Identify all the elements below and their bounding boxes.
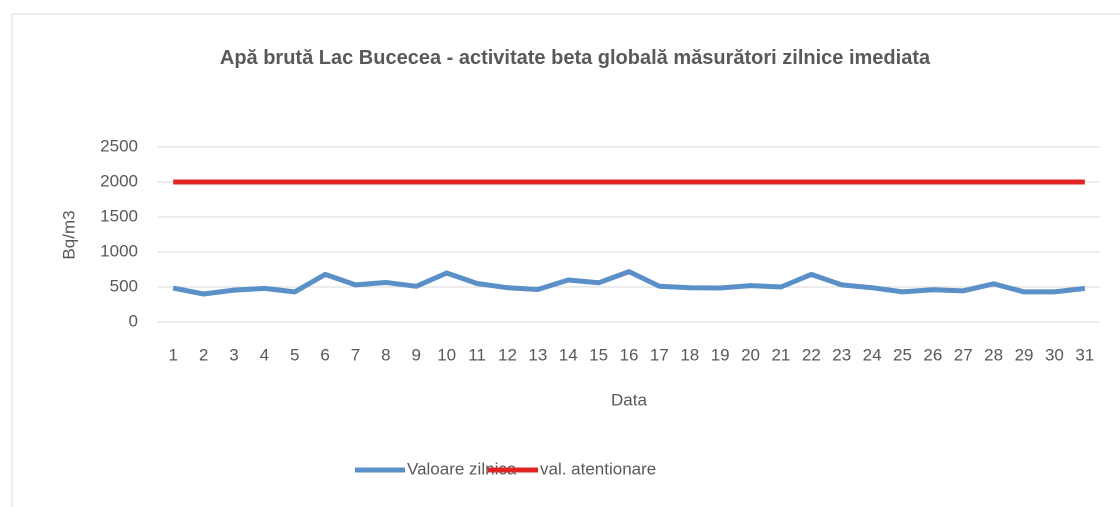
x-tick-label: 25	[893, 345, 912, 364]
y-tick-label: 2000	[100, 171, 138, 190]
x-tick-label: 26	[923, 345, 942, 364]
x-tick-label: 20	[741, 345, 760, 364]
x-tick-label: 3	[229, 345, 238, 364]
x-tick-label: 4	[260, 345, 269, 364]
x-tick-label: 28	[984, 345, 1003, 364]
x-tick-label: 21	[771, 345, 790, 364]
x-tick-label: 12	[498, 345, 517, 364]
x-tick-label: 5	[290, 345, 299, 364]
x-tick-label: 14	[559, 345, 578, 364]
x-tick-label: 24	[863, 345, 882, 364]
x-tick-label: 6	[320, 345, 329, 364]
x-tick-label: 17	[650, 345, 669, 364]
y-tick-label: 500	[110, 276, 138, 295]
x-tick-label: 31	[1075, 345, 1094, 364]
x-tick-label: 16	[620, 345, 639, 364]
x-tick-label: 27	[954, 345, 973, 364]
x-tick-label: 19	[711, 345, 730, 364]
y-tick-label: 1500	[100, 206, 138, 225]
x-tick-label: 10	[437, 345, 456, 364]
y-tick-label: 1000	[100, 241, 138, 260]
y-tick-label: 0	[129, 311, 138, 330]
chart-title: Apă brută Lac Bucecea - activitate beta …	[219, 47, 931, 69]
legend-label: Valoare zilnica	[407, 459, 517, 478]
x-tick-label: 18	[680, 345, 699, 364]
x-tick-label: 22	[802, 345, 821, 364]
x-tick-label: 2	[199, 345, 208, 364]
x-tick-label: 30	[1045, 345, 1064, 364]
chart-border	[11, 13, 1120, 507]
x-tick-label: 8	[381, 345, 390, 364]
x-tick-label: 1	[168, 345, 177, 364]
x-tick-label: 29	[1015, 345, 1034, 364]
series-line	[172, 269, 1086, 297]
x-tick-label: 9	[412, 345, 421, 364]
legend-label: val. atentionare	[540, 459, 656, 478]
x-tick-label: 15	[589, 345, 608, 364]
x-tick-label: 11	[468, 345, 486, 364]
y-axis-title: Bq/m3	[59, 210, 78, 259]
x-tick-label: 13	[528, 345, 547, 364]
y-tick-label: 2500	[100, 136, 138, 155]
x-tick-label: 7	[351, 345, 360, 364]
x-axis-title: Data	[611, 390, 647, 409]
x-tick-label: 23	[832, 345, 851, 364]
